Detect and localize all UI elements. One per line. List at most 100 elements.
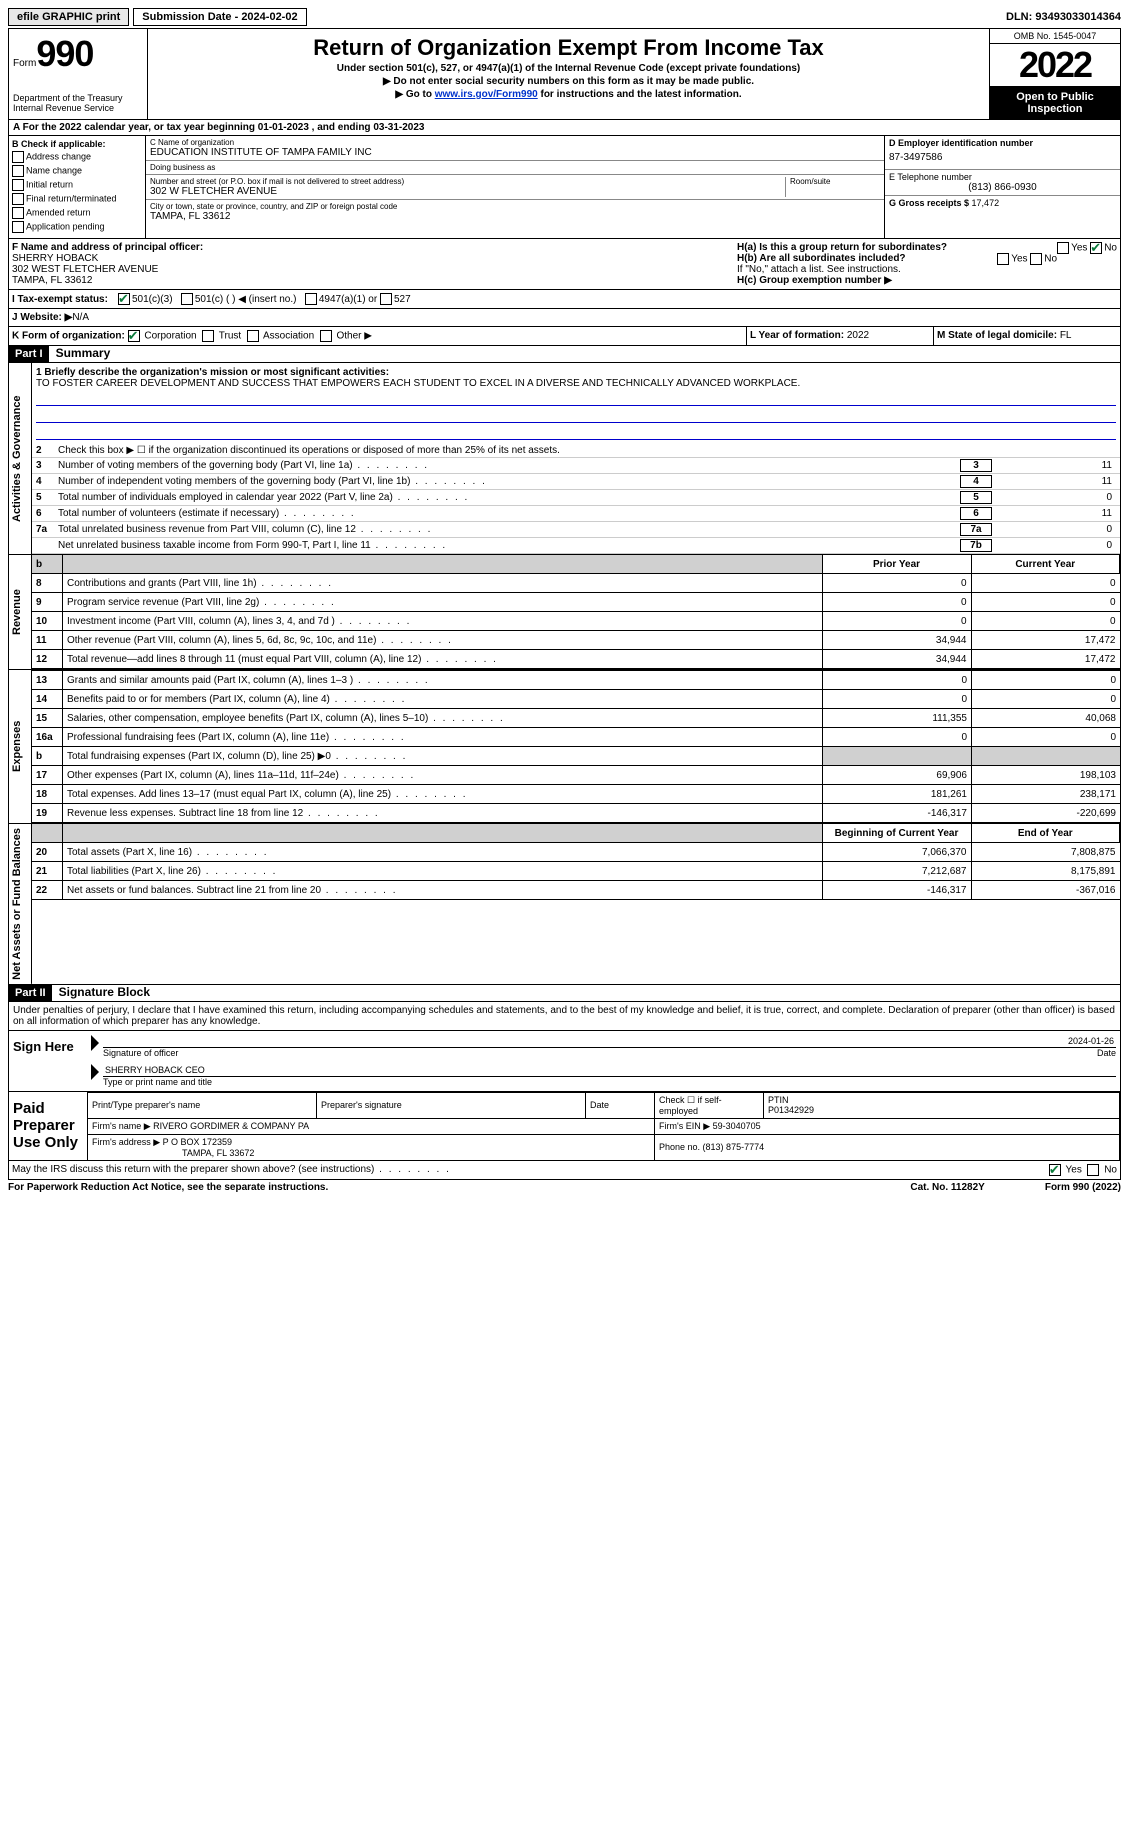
line-box: 6 bbox=[960, 507, 992, 520]
chk-501c3[interactable] bbox=[118, 293, 130, 305]
chk-final-return[interactable] bbox=[12, 193, 24, 205]
prep-sig-label: Preparer's signature bbox=[317, 1092, 586, 1118]
col-c-org-info: C Name of organization EDUCATION INSTITU… bbox=[146, 136, 884, 238]
line-value: 0 bbox=[992, 492, 1116, 503]
hdr-prior-year: Prior Year bbox=[822, 555, 971, 574]
line-box: 4 bbox=[960, 475, 992, 488]
fin-line-text: Total expenses. Add lines 13–17 (must eq… bbox=[67, 789, 468, 800]
cat-no: Cat. No. 11282Y bbox=[910, 1182, 984, 1193]
col-b-title: B Check if applicable: bbox=[12, 139, 142, 149]
current-year-value: 7,808,875 bbox=[971, 843, 1120, 862]
org-name-label: C Name of organization bbox=[150, 138, 880, 147]
net-assets-table: Beginning of Current YearEnd of Year 20T… bbox=[32, 824, 1120, 900]
summary-line-text: Net unrelated business taxable income fr… bbox=[58, 540, 960, 551]
prior-year-value: 0 bbox=[822, 612, 971, 631]
fin-line-text: Other expenses (Part IX, column (A), lin… bbox=[67, 770, 415, 781]
form990-link[interactable]: www.irs.gov/Form990 bbox=[435, 89, 538, 100]
chk-corp[interactable] bbox=[128, 330, 140, 342]
lbl-app-pending: Application pending bbox=[26, 221, 105, 231]
lbl-discuss-yes: Yes bbox=[1066, 1164, 1082, 1175]
mission-label: 1 Briefly describe the organization's mi… bbox=[36, 367, 1116, 378]
chk-other[interactable] bbox=[320, 330, 332, 342]
line2-text: Check this box ▶ ☐ if the organization d… bbox=[58, 445, 1116, 456]
phone-label: E Telephone number bbox=[889, 172, 1116, 182]
lbl-yes: Yes bbox=[1071, 243, 1087, 254]
current-year-value: -220,699 bbox=[972, 804, 1121, 823]
signature-block: Under penalties of perjury, I declare th… bbox=[8, 1002, 1121, 1180]
chk-app-pending[interactable] bbox=[12, 221, 24, 233]
lbl-amended: Amended return bbox=[26, 207, 91, 217]
subtitle-1: Under section 501(c), 527, or 4947(a)(1)… bbox=[152, 63, 985, 74]
chk-assoc[interactable] bbox=[247, 330, 259, 342]
side-net-assets: Net Assets or Fund Balances bbox=[9, 824, 32, 984]
prior-year-value: 34,944 bbox=[822, 631, 971, 650]
chk-hb-yes[interactable] bbox=[997, 253, 1009, 265]
current-year-value: 0 bbox=[972, 690, 1121, 709]
org-name: EDUCATION INSTITUTE OF TAMPA FAMILY INC bbox=[150, 147, 880, 158]
sign-arrow-icon bbox=[91, 1035, 99, 1051]
website-value: N/A bbox=[72, 312, 89, 323]
page-footer: For Paperwork Reduction Act Notice, see … bbox=[8, 1182, 1121, 1193]
fin-line-text: Revenue less expenses. Subtract line 18 … bbox=[67, 808, 380, 819]
chk-4947[interactable] bbox=[305, 293, 317, 305]
firm-addr2: TAMPA, FL 33672 bbox=[182, 1148, 254, 1158]
line-value: 11 bbox=[992, 508, 1116, 519]
lbl-527: 527 bbox=[394, 294, 411, 305]
expenses-table: 13Grants and similar amounts paid (Part … bbox=[32, 670, 1120, 823]
row-i-tax-status: I Tax-exempt status: 501(c)(3) 501(c) ( … bbox=[8, 290, 1121, 309]
part2-header-row: Part II Signature Block bbox=[8, 985, 1121, 1002]
chk-trust[interactable] bbox=[202, 330, 214, 342]
line-value: 11 bbox=[992, 476, 1116, 487]
tax-status-label: I Tax-exempt status: bbox=[12, 294, 108, 305]
prior-year-value: 111,355 bbox=[823, 709, 972, 728]
hc-label: H(c) Group exemption number ▶ bbox=[737, 275, 1117, 286]
chk-ha-no[interactable] bbox=[1090, 242, 1102, 254]
current-year-value: 0 bbox=[971, 612, 1120, 631]
officer-name-title: SHERRY HOBACK CEO bbox=[103, 1064, 1116, 1077]
summary-line-text: Total number of individuals employed in … bbox=[58, 492, 960, 503]
header-right-box: OMB No. 1545-0047 2022 Open to Public In… bbox=[989, 29, 1120, 119]
fin-line-text: Professional fundraising fees (Part IX, … bbox=[67, 732, 406, 743]
fin-line-text: Total liabilities (Part X, line 26) bbox=[67, 866, 277, 877]
prior-year-value: 0 bbox=[823, 671, 972, 690]
col-de-info: D Employer identification number 87-3497… bbox=[884, 136, 1120, 238]
room-label: Room/suite bbox=[790, 177, 880, 186]
chk-discuss-yes[interactable] bbox=[1049, 1164, 1061, 1176]
chk-527[interactable] bbox=[380, 293, 392, 305]
side-activities-governance: Activities & Governance bbox=[9, 363, 32, 554]
form-header: Form990 Department of the Treasury Inter… bbox=[8, 28, 1121, 120]
fin-line-text: Other revenue (Part VIII, column (A), li… bbox=[67, 635, 453, 646]
chk-address-change[interactable] bbox=[12, 151, 24, 163]
form-ref: Form 990 (2022) bbox=[1045, 1182, 1121, 1193]
goto-prefix: ▶ Go to bbox=[395, 89, 434, 100]
current-year-value: 0 bbox=[972, 728, 1121, 747]
type-print-label: Type or print name and title bbox=[103, 1077, 1116, 1087]
paperwork-notice: For Paperwork Reduction Act Notice, see … bbox=[8, 1182, 328, 1193]
prior-year-value: 0 bbox=[822, 593, 971, 612]
officer-label: F Name and address of principal officer: bbox=[12, 242, 731, 253]
prior-year-value: 0 bbox=[823, 690, 972, 709]
lbl-assoc: Association bbox=[263, 331, 314, 342]
efile-print-button[interactable]: efile GRAPHIC print bbox=[8, 8, 129, 26]
lbl-4947: 4947(a)(1) or bbox=[319, 294, 377, 305]
gross-receipts-label: G Gross receipts $ bbox=[889, 198, 972, 208]
chk-initial-return[interactable] bbox=[12, 179, 24, 191]
dept-treasury: Department of the Treasury bbox=[13, 93, 143, 103]
chk-hb-no[interactable] bbox=[1030, 253, 1042, 265]
chk-ha-yes[interactable] bbox=[1057, 242, 1069, 254]
lbl-address-change: Address change bbox=[26, 151, 91, 161]
chk-amended[interactable] bbox=[12, 207, 24, 219]
line-box: 7a bbox=[960, 523, 992, 536]
row-a-tax-year: A For the 2022 calendar year, or tax yea… bbox=[8, 120, 1121, 136]
chk-discuss-no[interactable] bbox=[1087, 1164, 1099, 1176]
preparer-table: Print/Type preparer's name Preparer's si… bbox=[87, 1092, 1120, 1160]
ptin-value: P01342929 bbox=[768, 1105, 1115, 1115]
mission-text: TO FOSTER CAREER DEVELOPMENT AND SUCCESS… bbox=[36, 378, 1116, 389]
lbl-other: Other ▶ bbox=[336, 331, 371, 342]
chk-name-change[interactable] bbox=[12, 165, 24, 177]
part1-header-row: Part I Summary bbox=[8, 346, 1121, 363]
ptin-label: PTIN bbox=[768, 1095, 1115, 1105]
identity-block: B Check if applicable: Address change Na… bbox=[8, 136, 1121, 239]
chk-501c[interactable] bbox=[181, 293, 193, 305]
submission-date: Submission Date - 2024-02-02 bbox=[133, 8, 306, 26]
